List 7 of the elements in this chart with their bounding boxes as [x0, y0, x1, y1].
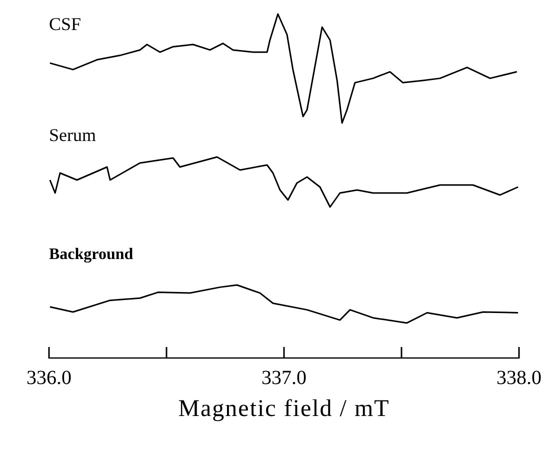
x-tick-label: 338.0	[496, 367, 542, 389]
series-label: Serum	[49, 125, 96, 145]
series-label: CSF	[49, 14, 82, 34]
text: Background	[49, 246, 134, 263]
x-axis-title: Magnetic field / mT	[178, 396, 390, 422]
x-tick-label: 337.0	[262, 367, 306, 389]
x-tick-label: 336.0	[26, 367, 72, 389]
